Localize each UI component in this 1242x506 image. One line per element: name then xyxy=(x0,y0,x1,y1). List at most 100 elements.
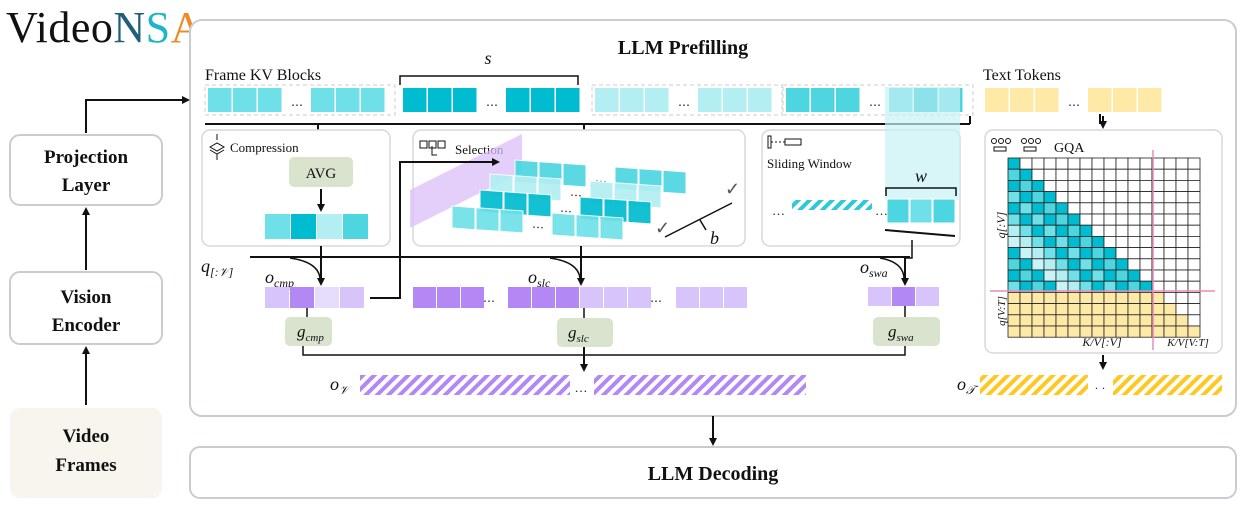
mask-cell xyxy=(1115,191,1129,204)
mask-cell xyxy=(1067,191,1081,204)
mask-cell xyxy=(1031,191,1045,204)
window-size-label: w xyxy=(915,166,927,186)
mask-cell xyxy=(1055,258,1069,271)
mask-cell xyxy=(1163,235,1177,248)
mask-cell xyxy=(1163,258,1177,271)
mask-cell xyxy=(1127,269,1141,282)
kv-block xyxy=(786,88,810,112)
mask-cell xyxy=(1103,303,1117,316)
mask-cell xyxy=(1067,224,1081,237)
mask-cell xyxy=(1043,179,1057,192)
mask-cell xyxy=(1055,157,1069,170)
mask-cell xyxy=(1055,291,1069,304)
o-cmp-block xyxy=(315,287,339,308)
mask-cell xyxy=(1043,303,1057,316)
mask-cell xyxy=(1091,168,1105,181)
gqa-row-top-label: q[:V] xyxy=(994,211,1008,238)
kv-block xyxy=(645,88,669,112)
compressed-block xyxy=(265,214,290,239)
mask-cell xyxy=(1043,291,1057,304)
mask-cell xyxy=(1151,325,1165,338)
mask-cell xyxy=(1079,235,1093,248)
mask-cell xyxy=(1163,325,1177,338)
mask-cell xyxy=(1151,202,1165,215)
mask-cell xyxy=(1007,202,1021,215)
mask-cell xyxy=(1043,213,1057,226)
mask-cell xyxy=(1007,303,1021,316)
mask-cell xyxy=(1115,247,1129,260)
text-token xyxy=(1010,88,1034,112)
mask-cell xyxy=(1043,247,1057,260)
mask-cell xyxy=(1019,258,1033,271)
mask-cell xyxy=(1103,269,1117,282)
selection-block xyxy=(562,162,587,188)
mask-cell xyxy=(1175,168,1189,181)
mask-cell xyxy=(1115,168,1129,181)
ellipsis: … xyxy=(595,171,607,186)
o-cmp-label: ocmp xyxy=(265,267,294,290)
projection-label-1: Projection xyxy=(44,147,128,168)
mask-cell xyxy=(1151,213,1165,226)
mask-cell xyxy=(1091,157,1105,170)
mask-cell xyxy=(1175,224,1189,237)
projection-layer-box xyxy=(9,134,163,206)
mask-cell xyxy=(1043,325,1057,338)
mask-cell xyxy=(1175,179,1189,192)
o-cmp-block xyxy=(340,287,364,308)
mask-cell xyxy=(1139,168,1153,181)
mask-cell xyxy=(1139,247,1153,260)
text-output-left xyxy=(980,375,1088,395)
mask-cell xyxy=(1139,157,1153,170)
mask-cell xyxy=(1031,168,1045,181)
mask-cell xyxy=(1175,291,1189,304)
mask-cell xyxy=(1055,303,1069,316)
o-swa-label: oswa xyxy=(860,257,888,280)
selection-block xyxy=(475,207,500,232)
mask-cell xyxy=(1007,247,1021,260)
mask-cell xyxy=(1103,213,1117,226)
kv-block xyxy=(595,88,619,112)
mask-cell xyxy=(1175,191,1189,204)
g-slc-label: gslc xyxy=(568,323,589,345)
o-slc-block xyxy=(437,287,460,308)
mask-cell xyxy=(1019,325,1033,338)
window-projection xyxy=(885,87,960,200)
mask-cell xyxy=(1175,157,1189,170)
mask-cell xyxy=(1175,314,1189,327)
brace-tick xyxy=(699,219,707,231)
mask-cell xyxy=(1187,224,1201,237)
mask-cell xyxy=(1115,157,1129,170)
text-token xyxy=(1138,88,1162,112)
mask-cell xyxy=(1055,325,1069,338)
mask-cell xyxy=(1163,291,1177,304)
selection-block xyxy=(451,205,476,231)
mask-cell xyxy=(1067,258,1081,271)
logo: VideoNSA xyxy=(6,3,203,52)
o-swa-block xyxy=(892,287,915,306)
video-frames-box xyxy=(10,408,162,498)
mask-cell xyxy=(1103,291,1117,304)
block-size-label: s xyxy=(484,48,491,68)
mask-cell xyxy=(1067,303,1081,316)
mask-cell xyxy=(1103,314,1117,327)
mask-cell xyxy=(1043,202,1057,215)
o-swa-block xyxy=(868,287,891,306)
mask-cell xyxy=(1103,202,1117,215)
kv-block-border xyxy=(782,84,974,116)
ellipsis: … xyxy=(1068,95,1080,109)
mask-cell xyxy=(1079,269,1093,282)
ellipsis: … xyxy=(560,201,572,216)
vision-label-1: Vision xyxy=(60,287,111,308)
slc-q-curve xyxy=(549,257,581,279)
ellipsis: … xyxy=(570,185,582,200)
o-slc-block xyxy=(700,287,723,308)
mask-cell xyxy=(1055,247,1069,260)
mask-cell xyxy=(1151,157,1165,170)
mask-cell xyxy=(1175,258,1189,271)
mask-cell xyxy=(1139,269,1153,282)
kv-block-selected xyxy=(531,88,555,112)
g-cmp-box xyxy=(285,317,332,346)
text-tokens-row: … xyxy=(985,88,1162,112)
o-slc-label: oslc xyxy=(528,267,551,290)
selected-count-label: b xyxy=(710,228,719,248)
